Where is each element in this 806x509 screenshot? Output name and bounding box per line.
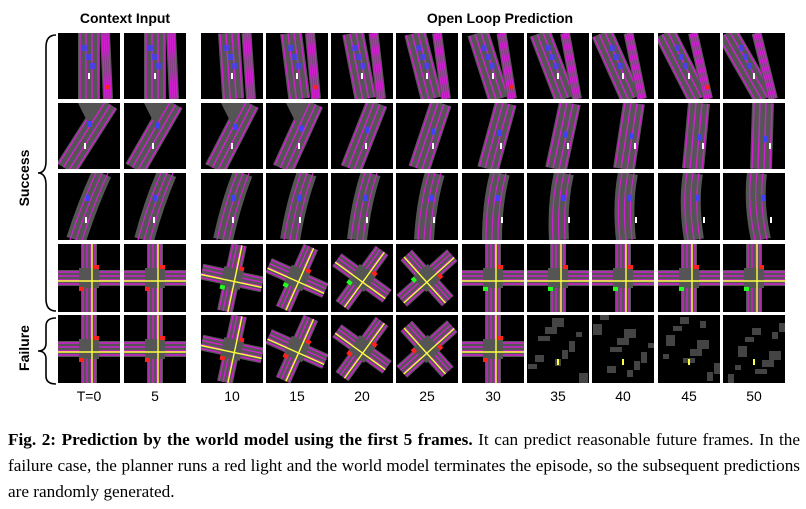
frame-tile-row3-t45 [658,173,720,240]
failure-brace [37,317,57,385]
frame-tile-row3-t10 [201,173,263,240]
frame-tile-row4-t35 [527,244,589,312]
frame-tile-row2-t25 [396,103,458,169]
frame-tile-row4-t10 [201,244,263,312]
frame-tile-row5-t25 [396,315,458,383]
frame-tile-row2-t40 [592,103,654,169]
frame-tile-row3-t30 [462,173,524,240]
frame-tile-row3-t40 [592,173,654,240]
time-step-label: T=0 [76,388,102,404]
frame-tile-row1-t10 [201,33,263,99]
frame-tile-row1-t30 [462,33,524,99]
time-step-label: 30 [485,388,501,404]
frame-tile-row1-t40 [592,33,654,99]
success-label: Success [16,149,32,207]
frame-tile-row5-t50 [723,315,785,383]
frame-tile-row5-t15 [266,315,328,383]
frame-tile-row4-t25 [396,244,458,312]
frame-tile-row2-t30 [462,103,524,169]
frame-tile-row1-t15 [266,33,328,99]
frame-tile-row4-t15 [266,244,328,312]
frame-tile-row4-t30 [462,244,524,312]
frame-tile-row3-t5 [124,173,186,240]
frame-tile-row4-t50 [723,244,785,312]
frame-tile-row3-t15 [266,173,328,240]
time-step-label: 15 [289,388,305,404]
time-step-label: 5 [151,388,159,404]
frame-tile-row4-t20 [331,244,393,312]
frame-tile-row5-t45 [658,315,720,383]
caption-title: Fig. 2: Prediction by the world model us… [8,430,473,449]
time-step-label: 45 [681,388,697,404]
frame-tile-row1-t35 [527,33,589,99]
frame-tile-row2-t0 [58,103,120,169]
frame-tile-row5-t30 [462,315,524,383]
time-step-label: 10 [224,388,240,404]
frame-tile-row3-t25 [396,173,458,240]
frame-tile-row1-t20 [331,33,393,99]
frame-tile-row1-t25 [396,33,458,99]
frame-tile-row4-t40 [592,244,654,312]
context-input-header: Context Input [79,10,171,26]
time-step-label: 35 [550,388,566,404]
frame-tile-row4-t0 [58,244,120,312]
frame-tile-row2-t20 [331,103,393,169]
frame-tile-row5-t35 [527,315,589,383]
frame-tile-row3-t20 [331,173,393,240]
frame-tile-row4-t5 [124,244,186,312]
frame-tile-row5-t40 [592,315,654,383]
frame-tile-row2-t35 [527,103,589,169]
frame-tile-row2-t5 [124,103,186,169]
frame-tile-row5-t0 [58,315,120,383]
success-brace [37,34,57,312]
frame-tile-row3-t50 [723,173,785,240]
frame-tile-row3-t0 [58,173,120,240]
frame-tile-row1-t50 [723,33,785,99]
frame-tile-row1-t45 [658,33,720,99]
frame-tile-row5-t10 [201,315,263,383]
time-step-label: 50 [746,388,762,404]
figure-caption: Fig. 2: Prediction by the world model us… [8,427,800,505]
time-step-label: 20 [354,388,370,404]
frame-tile-row2-t50 [723,103,785,169]
frame-tile-row3-t35 [527,173,589,240]
frame-tile-row4-t45 [658,244,720,312]
time-step-label: 40 [615,388,631,404]
open-loop-prediction-header: Open Loop Prediction [426,10,574,26]
prediction-frame-grid [58,33,798,383]
caption-body: It can predict reasonable future frames.… [8,430,801,501]
frame-tile-row2-t15 [266,103,328,169]
frame-tile-row2-t45 [658,103,720,169]
frame-tile-row2-t10 [201,103,263,169]
frame-tile-row5-t5 [124,315,186,383]
frame-tile-row5-t20 [331,315,393,383]
failure-label: Failure [16,325,32,371]
frame-tile-row1-t0 [58,33,120,99]
time-step-label: 25 [419,388,435,404]
frame-tile-row1-t5 [124,33,186,99]
